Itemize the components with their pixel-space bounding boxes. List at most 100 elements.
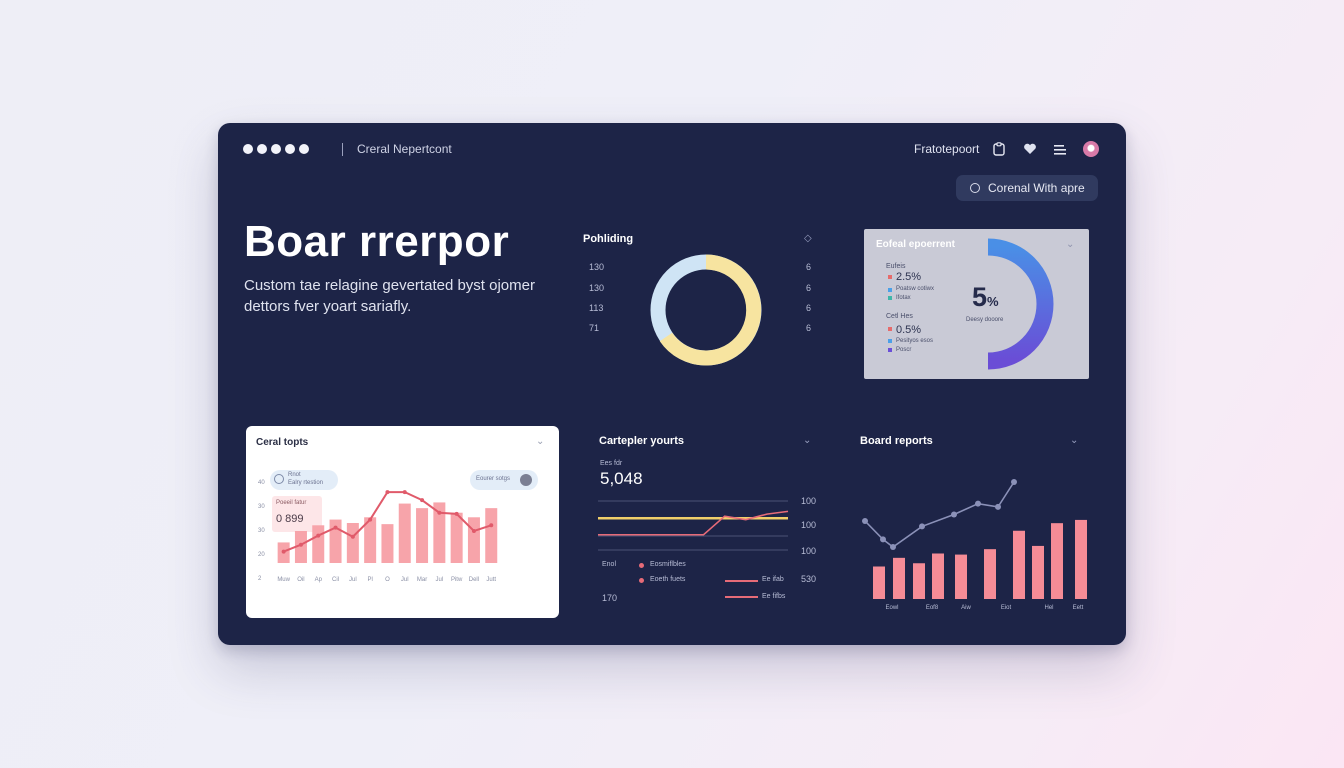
bar (1051, 523, 1063, 599)
board-panel-title: Board reports (860, 435, 933, 447)
window-dot[interactable] (285, 144, 295, 154)
series-point (350, 534, 355, 539)
legend-label: Ealry rtestion (288, 480, 324, 486)
legend-label: Eourer sotgs (476, 476, 511, 482)
x-tick-label: Oil (297, 577, 304, 583)
series-point (951, 511, 957, 518)
x-tick-label: O (385, 577, 390, 583)
donut-right-tick: 6 (806, 303, 812, 313)
legend-swatch (639, 563, 644, 568)
group2-row: Pesityos esos (896, 338, 934, 344)
series-point (385, 490, 390, 495)
legend-label: Rnot (288, 472, 301, 478)
window-dot[interactable] (243, 144, 253, 154)
legend-line (725, 580, 758, 582)
circle-icon (970, 183, 980, 193)
coral-card-title: Ceral topts (256, 437, 309, 448)
x-tick-label: Eett (1073, 605, 1084, 611)
series-point (995, 503, 1001, 510)
x-tick-label: Ap (315, 577, 323, 583)
donut-left-tick: 71 (589, 323, 600, 333)
series-point (368, 517, 373, 522)
legend-pill: Eourer sotgs (470, 470, 538, 490)
group1-value: 2.5% (896, 271, 922, 283)
chevron-down-icon[interactable]: ⌄ (1070, 435, 1079, 446)
dashboard-window: Creral Nepertcont Fratotepoort Corenal W… (218, 123, 1126, 645)
series-point (975, 500, 981, 507)
bar (416, 508, 429, 563)
legend-line (725, 596, 758, 598)
donut-left-tick: 130 (589, 283, 605, 293)
series-point (316, 533, 321, 538)
legend-label: Ee fifbs (762, 593, 786, 600)
gauge-card: Eofeal epoerrent ⌄ Eufeis 2.5% Poatsw co… (864, 229, 1089, 379)
series-point (862, 518, 868, 524)
window-controls[interactable] (243, 144, 309, 154)
header-link[interactable]: Fratotepoort (914, 142, 980, 156)
bar (955, 554, 967, 599)
bar (893, 557, 905, 599)
app-title: Creral Nepertcont (357, 142, 452, 156)
series-line (598, 510, 789, 536)
line-small-label: Ees fdr (600, 460, 623, 467)
donut-chart (650, 254, 762, 366)
footer-tick: 170 (602, 593, 618, 603)
gauge-value: 5% (972, 282, 999, 313)
bar (467, 517, 480, 563)
legend-swatch (888, 288, 892, 292)
donut-right-tick: 6 (806, 262, 812, 272)
callout-value: 0 899 (276, 513, 304, 525)
group1-row: Ifotax (896, 295, 911, 301)
action-button[interactable]: Corenal With apre (956, 175, 1098, 201)
donut-right-tick: 6 (806, 323, 812, 333)
series-point (471, 529, 476, 533)
clipboard-icon[interactable] (990, 140, 1008, 158)
line-chart (598, 500, 789, 551)
page-subtitle: Custom tae relagine gevertated byst ojom… (244, 277, 535, 315)
x-tick-label: Pl (367, 577, 372, 583)
legend-label: Eoeth fuets (650, 576, 686, 583)
gauge-arc (987, 238, 1054, 370)
x-tick-label: Jutt (486, 577, 496, 583)
bar (873, 566, 885, 599)
bar (932, 553, 944, 599)
gauge-number: 5 (972, 282, 988, 312)
donut-right-tick: 6 (806, 283, 812, 293)
window-dot[interactable] (271, 144, 281, 154)
window-dot[interactable] (257, 144, 267, 154)
series-point (281, 549, 286, 554)
chevron-down-icon[interactable]: ⌄ (1066, 239, 1075, 250)
bar (984, 549, 996, 599)
x-tick-label: Pitw (451, 577, 463, 583)
x-tick-label: Mar (417, 577, 427, 583)
x-tick-label: Hel (1044, 605, 1053, 611)
settings-icon[interactable]: ◇ (804, 233, 812, 244)
bar (381, 524, 394, 563)
x-tick-label: Jul (436, 577, 444, 583)
chevron-down-icon[interactable]: ⌄ (803, 435, 812, 446)
donut-segment (659, 254, 762, 366)
x-tick-label: Jul (349, 577, 357, 583)
line-right-tick: 530 (801, 574, 817, 584)
heart-icon[interactable] (1021, 140, 1039, 158)
window-dot[interactable] (299, 144, 309, 154)
bar (294, 531, 307, 563)
legend-pill: Rnot Ealry rtestion (270, 470, 338, 490)
gauge-card-title: Eofeal epoerrent (876, 239, 955, 250)
x-tick-label: Eiot (1001, 605, 1012, 611)
chevron-down-icon[interactable]: ⌄ (536, 436, 545, 447)
series-point (1011, 479, 1017, 485)
bar (485, 508, 498, 563)
avatar[interactable] (1083, 141, 1099, 157)
x-tick-label: Dell (469, 577, 479, 583)
line-right-tick: 100 (801, 496, 817, 506)
x-tick-label: Muw (277, 577, 290, 583)
legend-swatch (888, 339, 892, 343)
bar (312, 525, 325, 563)
line-big-value: 5,048 (600, 469, 643, 488)
y-tick-label: 20 (258, 552, 265, 558)
legend-swatch (888, 348, 892, 352)
avatar[interactable] (520, 474, 532, 486)
bar (913, 563, 925, 599)
menu-icon[interactable] (1051, 140, 1069, 158)
